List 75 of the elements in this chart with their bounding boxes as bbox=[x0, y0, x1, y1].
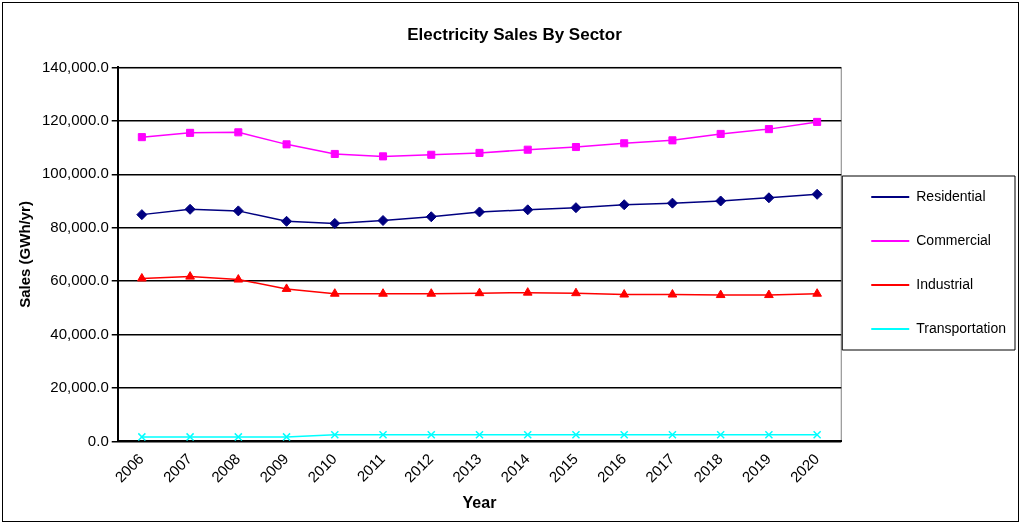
point bbox=[764, 430, 774, 440]
point bbox=[234, 128, 243, 137]
point bbox=[232, 205, 244, 217]
point bbox=[378, 288, 388, 297]
point bbox=[666, 197, 678, 209]
chart-title: Electricity Sales By Sector bbox=[407, 24, 623, 44]
point bbox=[523, 430, 533, 440]
point bbox=[523, 145, 532, 154]
point bbox=[668, 136, 677, 145]
point bbox=[813, 117, 822, 126]
point bbox=[425, 211, 437, 223]
point bbox=[282, 140, 291, 149]
y-tick-label: 20,000.0 bbox=[50, 378, 109, 396]
point bbox=[330, 149, 339, 159]
point bbox=[716, 430, 725, 440]
point bbox=[137, 272, 147, 282]
point bbox=[185, 271, 195, 280]
point bbox=[137, 133, 146, 142]
point bbox=[281, 215, 293, 227]
point bbox=[522, 204, 534, 216]
point bbox=[137, 432, 147, 442]
point bbox=[377, 215, 389, 226]
point bbox=[475, 430, 484, 440]
point bbox=[812, 430, 822, 440]
point bbox=[764, 289, 774, 299]
point bbox=[136, 209, 148, 221]
point bbox=[811, 188, 823, 200]
y-tick-label: 140,000.0 bbox=[42, 57, 109, 75]
point bbox=[619, 430, 629, 440]
point bbox=[715, 289, 726, 299]
point bbox=[473, 206, 485, 218]
point bbox=[186, 128, 195, 137]
point bbox=[570, 202, 582, 214]
point bbox=[571, 287, 581, 297]
point bbox=[715, 195, 727, 207]
point bbox=[329, 217, 341, 229]
point bbox=[571, 430, 581, 440]
point bbox=[282, 432, 291, 442]
point bbox=[474, 287, 485, 297]
legend-label: Industrial bbox=[916, 275, 974, 292]
point bbox=[330, 430, 340, 440]
point bbox=[619, 289, 630, 298]
y-axis-title: Sales (GWh/yr) bbox=[16, 201, 34, 308]
x-axis-title: Year bbox=[462, 493, 497, 511]
point bbox=[426, 288, 437, 297]
legend-label: Residential bbox=[916, 187, 986, 204]
point bbox=[716, 129, 725, 138]
point bbox=[281, 283, 292, 292]
legend-label: Commercial bbox=[916, 231, 991, 248]
point bbox=[812, 288, 822, 297]
point bbox=[667, 289, 678, 298]
y-tick-label: 60,000.0 bbox=[50, 271, 109, 289]
point bbox=[618, 199, 630, 211]
point bbox=[234, 432, 243, 442]
point bbox=[764, 125, 773, 134]
point bbox=[185, 432, 195, 442]
point bbox=[475, 148, 484, 157]
y-tick-label: 120,000.0 bbox=[42, 110, 109, 128]
point bbox=[571, 142, 580, 152]
point bbox=[620, 139, 629, 148]
point bbox=[426, 430, 436, 440]
y-tick-label: 100,000.0 bbox=[42, 164, 109, 182]
point bbox=[427, 150, 436, 159]
y-tick-label: 0.0 bbox=[87, 431, 109, 449]
y-tick-label: 80,000.0 bbox=[50, 217, 109, 235]
point bbox=[668, 430, 677, 440]
point bbox=[522, 287, 533, 296]
point bbox=[233, 274, 244, 283]
legend-label: Transportation bbox=[916, 319, 1006, 336]
point bbox=[378, 430, 388, 440]
point bbox=[329, 288, 340, 297]
point bbox=[184, 203, 196, 215]
point bbox=[763, 192, 775, 204]
point bbox=[378, 152, 388, 161]
y-tick-label: 40,000.0 bbox=[50, 324, 109, 342]
